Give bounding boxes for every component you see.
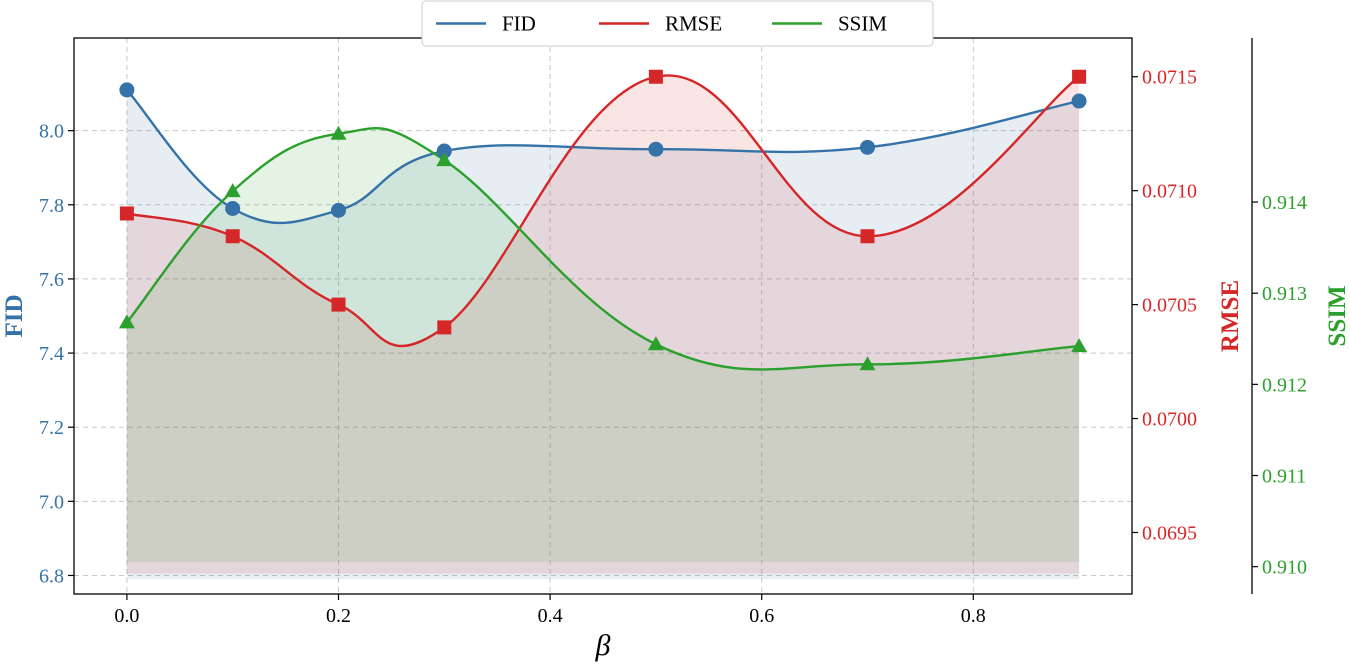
fid-point [648, 141, 664, 157]
legend: FID RMSE SSIM [421, 0, 934, 47]
fid-y-tick-label: 6.8 [39, 565, 64, 587]
rmse-point [225, 229, 240, 244]
rmse-y-tick-label: 0.0695 [1142, 522, 1197, 544]
ssim-axis-title: SSIM [1324, 285, 1350, 346]
x-axis-label: β [595, 629, 611, 662]
rmse-axis-title: RMSE [1217, 280, 1244, 352]
fid-point [225, 201, 241, 217]
ssim-point [330, 125, 347, 140]
fid-y-tick-label: 7.2 [39, 417, 64, 439]
x-tick-label: 0.2 [326, 605, 351, 627]
rmse-y-tick-label: 0.0710 [1142, 181, 1197, 203]
ssim-point [436, 152, 453, 167]
ssim-point [1071, 338, 1088, 353]
rmse-point [331, 297, 346, 312]
rmse-y-tick-label: 0.0705 [1142, 295, 1197, 317]
area-fills [126, 75, 1080, 580]
x-tick-label: 0.6 [749, 605, 774, 627]
rmse-point [648, 69, 663, 84]
ssim-y-tick-label: 0.914 [1262, 192, 1307, 214]
legend-label-rmse: RMSE [665, 12, 722, 36]
rmse-area-fill [126, 75, 1080, 574]
ssim-y-tick-label: 0.913 [1262, 283, 1307, 305]
fid-axis-title: FID [1, 294, 28, 337]
rmse-line [126, 74, 1080, 348]
fid-y-tick-label: 7.8 [39, 195, 64, 217]
ssim-point [647, 336, 664, 351]
legend-box [421, 0, 934, 47]
fid-area-fill [126, 89, 1080, 580]
fid-point [119, 82, 135, 98]
x-tick-label: 0.8 [961, 605, 986, 627]
rmse-point [437, 320, 452, 335]
rmse-y-tick-label: 0.0715 [1142, 67, 1197, 89]
ssim-y-tick-label: 0.910 [1262, 557, 1307, 579]
x-tick-label: 0.4 [538, 605, 563, 627]
rmse-point [1072, 69, 1087, 84]
fid-point [1071, 93, 1087, 109]
x-tick-label: 0.0 [114, 605, 139, 627]
ssim-point [118, 314, 135, 329]
legend-label-fid: FID [502, 12, 536, 36]
ssim-point [224, 183, 241, 198]
ssim-y-tick-label: 0.911 [1262, 466, 1306, 488]
series-markers [118, 69, 1088, 371]
rmse-y-tick-label: 0.0700 [1142, 409, 1197, 431]
ssim-point [859, 356, 876, 371]
rmse-point [119, 206, 134, 221]
fid-y-tick-label: 8.0 [39, 121, 64, 143]
axes: 0.0 0.2 0.4 0.6 0.8 6.8 7.0 7.2 7.4 7.6 7.8 8.0 FID 0… [1, 38, 1350, 627]
fid-point [331, 202, 346, 218]
ssim-y-tick-label: 0.912 [1262, 374, 1307, 396]
fid-y-tick-label: 7.0 [39, 491, 64, 513]
fid-point [860, 139, 875, 155]
legend-label-ssim: SSIM [838, 12, 887, 36]
rmse-point [860, 229, 875, 244]
ssim-area-fill [126, 128, 1080, 563]
fid-y-tick-label: 7.4 [39, 343, 64, 365]
fid-y-tick-label: 7.6 [39, 269, 64, 291]
